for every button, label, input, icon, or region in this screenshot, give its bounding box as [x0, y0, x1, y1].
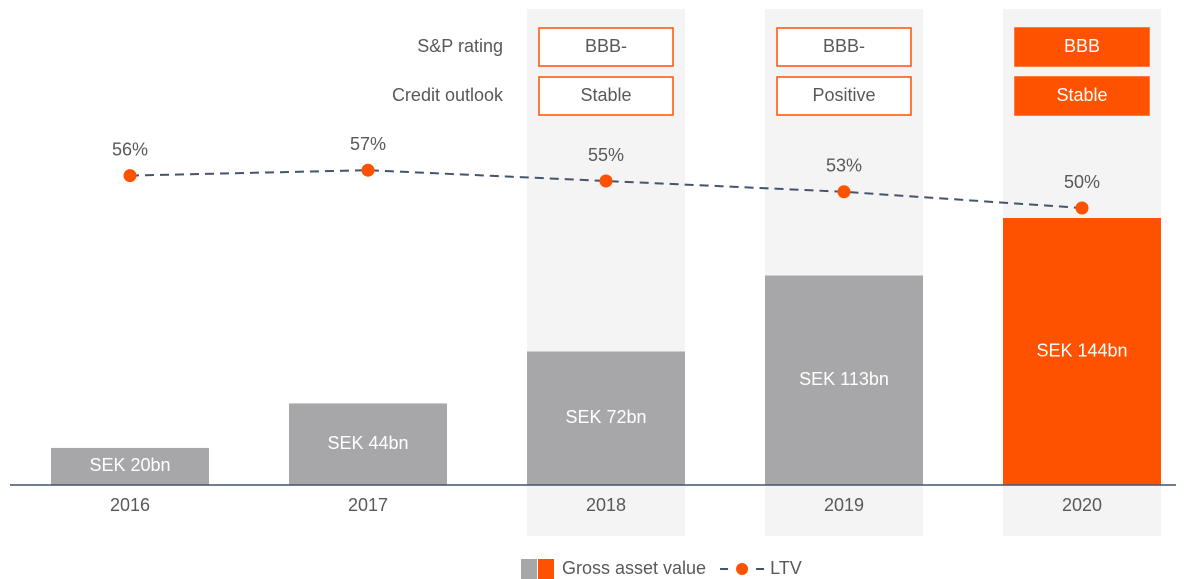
ltv-point: [837, 185, 851, 199]
bar: [765, 275, 923, 485]
rating-value: BBB-: [585, 36, 627, 56]
rating-box-frame: [776, 76, 912, 116]
legend: Gross asset value LTV: [521, 558, 802, 579]
rating-box: Positive: [776, 76, 912, 116]
rating-box-frame: [538, 76, 674, 116]
bar-value-label: SEK 20bn: [89, 455, 170, 475]
x-tick-label: 2020: [1062, 495, 1102, 515]
ltv-value-label: 57%: [350, 134, 386, 154]
bar: [51, 447, 209, 485]
rating-box-frame: [538, 27, 674, 67]
ltv-value-label: 53%: [826, 156, 862, 176]
rating-box: Stable: [538, 76, 674, 116]
rating-value: BBB-: [823, 36, 865, 56]
rating-box: BBB-: [776, 27, 912, 67]
bar: [1003, 218, 1161, 486]
rating-box: BBB-: [538, 27, 674, 67]
x-tick-label: 2016: [110, 495, 150, 515]
rating-box: Stable: [1014, 76, 1150, 116]
x-tick-label: 2018: [586, 495, 626, 515]
rating-row-label: S&P rating: [417, 36, 503, 56]
rating-value: Stable: [1056, 85, 1107, 105]
rating-box-frame: [1014, 27, 1150, 67]
ltv-point: [1075, 201, 1089, 215]
bar-value-label: SEK 44bn: [327, 433, 408, 453]
rating-value: Stable: [580, 85, 631, 105]
legend-label: Gross asset value: [562, 558, 706, 578]
legend-swatch: [521, 559, 537, 579]
bar-value-label: SEK 144bn: [1036, 340, 1127, 360]
ltv-value-label: 55%: [588, 145, 624, 165]
ltv-line: [129, 169, 1083, 209]
ltv-point: [599, 174, 613, 188]
rating-value: Positive: [812, 85, 875, 105]
ltv-value-label: 56%: [112, 139, 148, 159]
legend-label: LTV: [770, 558, 802, 578]
rating-box: BBB: [1014, 27, 1150, 67]
x-tick-label: 2019: [824, 495, 864, 515]
x-tick-label: 2017: [348, 495, 388, 515]
ltv-value-label: 50%: [1064, 172, 1100, 192]
rating-value: BBB: [1064, 36, 1100, 56]
legend-swatch: [538, 559, 554, 579]
bar-value-label: SEK 113bn: [799, 369, 889, 389]
bar: [527, 351, 685, 485]
rating-row-label: Credit outlook: [392, 85, 504, 105]
bar: [289, 403, 447, 485]
bar-value-label: SEK 72bn: [565, 407, 646, 427]
legend-marker: [736, 563, 749, 575]
ltv-point: [123, 169, 137, 183]
rating-box-frame: [1014, 76, 1150, 116]
rating-box-frame: [776, 27, 912, 67]
ltv-point: [361, 163, 375, 177]
